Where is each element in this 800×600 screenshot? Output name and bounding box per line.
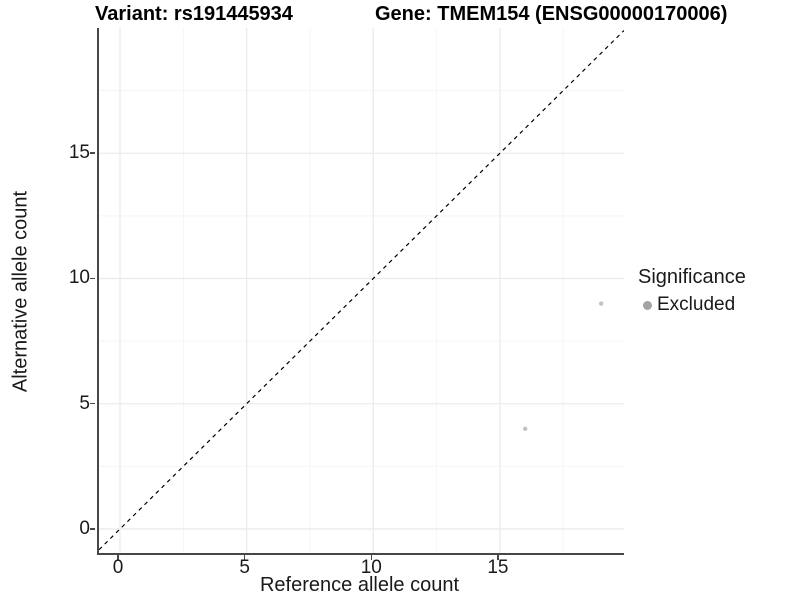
plot-title-variant: Variant: rs191445934 <box>95 3 293 25</box>
x-tick-label: 5 <box>239 557 250 578</box>
y-tick-label: 0 <box>79 517 90 539</box>
x-tick-label: 0 <box>112 557 124 578</box>
x-tick-mark <box>243 555 246 560</box>
x-axis-title: Reference allele count <box>259 574 459 596</box>
y-tick-mark <box>90 528 95 530</box>
y-axis-title: Alternative allele count <box>9 190 32 393</box>
data-point <box>599 301 604 306</box>
x-tick-mark <box>370 555 373 560</box>
y-tick-mark <box>90 152 95 154</box>
plot-title-gene: Gene: TMEM154 (ENSG00000170006) <box>375 3 728 25</box>
legend-item-label: Excluded <box>657 294 736 315</box>
data-point <box>523 426 528 431</box>
identity-reference-line <box>99 30 624 551</box>
legend: Significance Excluded <box>638 266 746 316</box>
legend-title: Significance <box>638 266 746 288</box>
y-tick-label: 5 <box>79 392 90 414</box>
y-tick-label: 10 <box>68 267 90 289</box>
y-tick-mark <box>90 402 95 405</box>
plot-canvas <box>99 28 624 553</box>
x-tick-mark <box>497 555 499 560</box>
legend-key-dot-icon <box>643 300 652 310</box>
x-tick-label: 10 <box>360 557 382 578</box>
y-tick-mark <box>90 277 95 280</box>
legend-items: Excluded <box>638 294 746 316</box>
legend-item: Excluded <box>638 294 746 316</box>
plot-panel <box>97 28 624 555</box>
x-tick-mark <box>117 555 119 560</box>
y-tick-label: 15 <box>68 142 90 164</box>
x-tick-label: 15 <box>487 557 509 578</box>
